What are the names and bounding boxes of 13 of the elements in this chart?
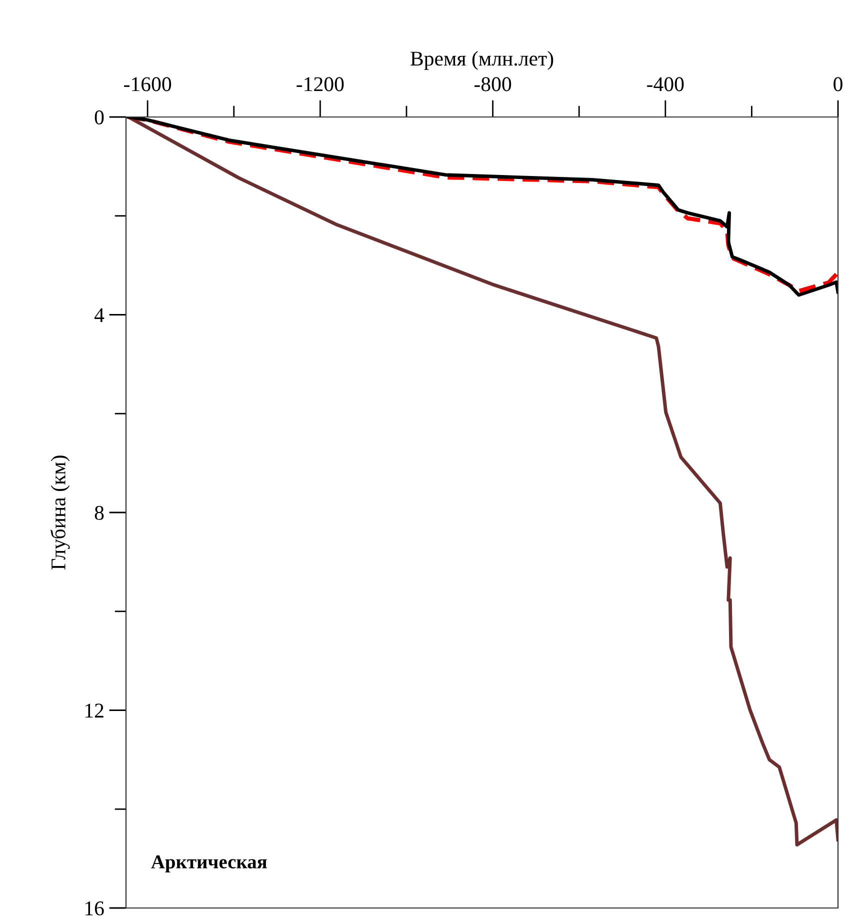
x-tick-label: 0 bbox=[834, 77, 842, 92]
x-tick-label: -800 bbox=[474, 77, 512, 92]
x-tick-label: -400 bbox=[647, 77, 684, 92]
y-tick-label: 16 bbox=[85, 901, 104, 916]
y-axis-title: Глубина (км) bbox=[50, 456, 70, 570]
y-tick-label: 8 bbox=[94, 506, 104, 520]
x-tick-label: -1200 bbox=[296, 77, 344, 92]
x-axis-title: Время (млн.лет) bbox=[410, 51, 554, 70]
x-tick-label: -1600 bbox=[124, 77, 172, 92]
y-tick-label: 0 bbox=[94, 110, 104, 124]
y-tick-label: 12 bbox=[85, 704, 104, 718]
y-tick-label: 4 bbox=[94, 308, 104, 322]
annotation: Арктическая bbox=[151, 855, 267, 872]
